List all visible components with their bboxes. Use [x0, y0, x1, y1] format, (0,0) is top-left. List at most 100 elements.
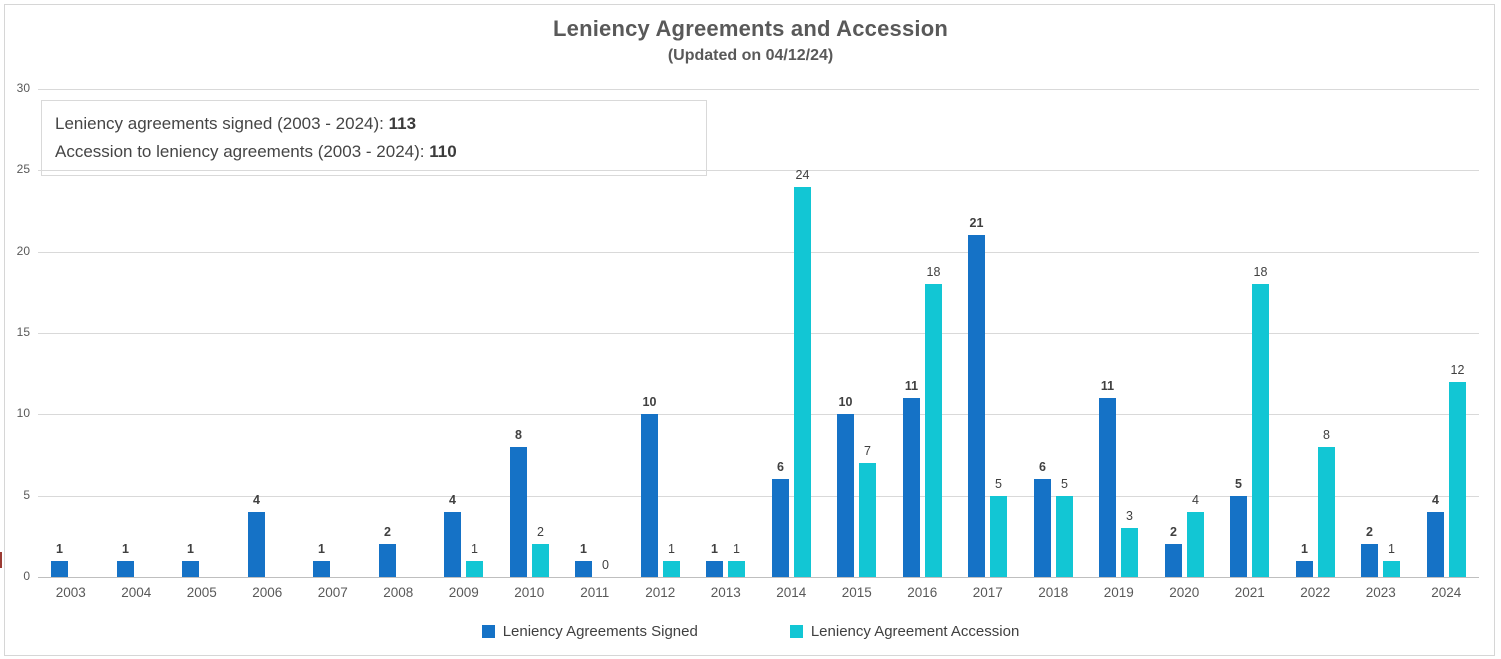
data-label-signed-2012: 10	[642, 395, 657, 409]
data-label-signed-2004: 1	[122, 542, 129, 556]
bar-signed-2015	[837, 414, 854, 577]
gridline-15	[38, 333, 1479, 334]
chart-subtitle: (Updated on 04/12/24)	[667, 47, 834, 64]
bar-signed-2019	[1099, 398, 1116, 577]
bar-signed-2014	[772, 479, 789, 577]
legend: Leniency Agreements Signed Leniency Agree…	[0, 620, 1501, 642]
x-axis-tick-2021: 2021	[1234, 585, 1265, 600]
data-label-signed-2007: 1	[318, 542, 325, 556]
data-label-signed-2018: 6	[1039, 460, 1046, 474]
bar-signed-2006	[248, 512, 265, 577]
data-label-signed-2009: 4	[449, 493, 456, 507]
x-axis-tick-2007: 2007	[317, 585, 348, 600]
y-axis-tick-30: 30	[16, 81, 30, 95]
bar-accession-2022	[1318, 447, 1335, 577]
summary-line-signed: Leniency agreements signed (2003 - 2024)…	[55, 110, 706, 138]
bar-signed-2017	[968, 235, 985, 577]
bar-accession-2012	[663, 561, 680, 577]
gridline-30	[38, 89, 1479, 90]
data-label-signed-2003: 1	[56, 542, 63, 556]
data-label-signed-2015: 10	[838, 395, 853, 409]
bar-signed-2016	[903, 398, 920, 577]
x-axis-tick-2009: 2009	[448, 585, 479, 600]
x-axis-tick-2013: 2013	[710, 585, 741, 600]
data-label-signed-2005: 1	[187, 542, 194, 556]
x-axis-line	[38, 577, 1479, 578]
x-axis-tick-2018: 2018	[1038, 585, 1069, 600]
data-label-signed-2016: 11	[904, 379, 919, 393]
bar-signed-2020	[1165, 544, 1182, 577]
legend-swatch-icon	[789, 624, 803, 638]
data-label-accession-2022: 8	[1323, 428, 1330, 442]
data-label-signed-2022: 1	[1301, 542, 1308, 556]
data-label-signed-2014: 6	[777, 460, 784, 474]
x-axis-tick-2011: 2011	[580, 585, 610, 600]
data-label-accession-2023: 1	[1388, 542, 1395, 556]
y-axis-tick-20: 20	[16, 244, 30, 258]
x-axis-tick-2006: 2006	[252, 585, 283, 600]
bar-signed-2022	[1296, 561, 1313, 577]
data-label-signed-2010: 8	[515, 428, 522, 442]
chart-title: Leniency Agreements and Accession	[553, 16, 948, 41]
data-label-signed-2013: 1	[711, 542, 718, 556]
data-label-accession-2016: 18	[926, 265, 941, 279]
summary-line-accession: Accession to leniency agreements (2003 -…	[55, 138, 706, 166]
bar-accession-2009	[466, 561, 483, 577]
y-axis-tick-15: 15	[16, 325, 30, 339]
bar-accession-2016	[925, 284, 942, 577]
bar-signed-2005	[182, 561, 199, 577]
data-label-accession-2014: 24	[795, 168, 810, 182]
data-label-signed-2021: 5	[1235, 477, 1242, 491]
data-label-accession-2018: 5	[1061, 477, 1068, 491]
bar-signed-2011	[575, 561, 592, 577]
summary-line-signed-value: 113	[388, 114, 417, 133]
data-label-accession-2020: 4	[1192, 493, 1199, 507]
data-label-signed-2006: 4	[253, 493, 260, 507]
data-label-signed-2008: 2	[384, 525, 391, 539]
bar-accession-2024	[1449, 382, 1466, 577]
data-label-accession-2012: 1	[668, 542, 675, 556]
data-label-accession-2019: 3	[1126, 509, 1133, 523]
bar-accession-2013	[728, 561, 745, 577]
x-axis-tick-2017: 2017	[972, 585, 1003, 600]
data-label-signed-2024: 4	[1432, 493, 1439, 507]
legend-label: Leniency Agreements Signed	[502, 622, 698, 640]
bar-signed-2013	[706, 561, 723, 577]
gridline-10	[38, 414, 1479, 415]
y-axis-tick-0: 0	[23, 569, 30, 583]
data-label-signed-2017: 21	[969, 216, 984, 230]
data-label-signed-2023: 2	[1366, 525, 1373, 539]
gridline-25	[38, 170, 1479, 171]
bar-signed-2003	[51, 561, 68, 577]
data-label-accession-2013: 1	[733, 542, 740, 556]
y-axis-tick-5: 5	[23, 488, 30, 502]
summary-line-signed-label: Leniency agreements signed (2003 - 2024)…	[55, 114, 389, 133]
x-axis-tick-2022: 2022	[1300, 585, 1331, 600]
data-label-signed-2020: 2	[1170, 525, 1177, 539]
legend-item-signed: Leniency Agreements Signed	[481, 622, 698, 640]
summary-line-accession-value: 110	[429, 142, 457, 161]
x-axis-tick-2003: 2003	[55, 585, 86, 600]
legend-swatch-icon	[481, 624, 495, 638]
y-axis-tick-25: 25	[16, 162, 30, 176]
data-label-signed-2011: 1	[580, 542, 587, 556]
x-axis-tick-2023: 2023	[1365, 585, 1396, 600]
data-label-accession-2015: 7	[864, 444, 871, 458]
legend-item-accession: Leniency Agreement Accession	[789, 623, 1019, 640]
bar-signed-2018	[1034, 479, 1051, 577]
x-axis-tick-2005: 2005	[186, 585, 217, 600]
bar-signed-2007	[313, 561, 330, 577]
bar-accession-2018	[1056, 496, 1073, 577]
summary-line-accession-label: Accession to leniency agreements (2003 -…	[55, 142, 430, 161]
data-label-accession-2021: 18	[1253, 265, 1268, 279]
bar-signed-2010	[510, 447, 527, 577]
left-edge-artifact	[0, 552, 2, 568]
data-label-accession-2017: 5	[995, 477, 1002, 491]
bar-accession-2020	[1187, 512, 1204, 577]
gridline-5	[38, 496, 1479, 497]
x-axis-tick-2024: 2024	[1431, 585, 1462, 600]
bar-accession-2010	[532, 544, 549, 577]
bar-signed-2024	[1427, 512, 1444, 577]
x-axis-tick-2012: 2012	[645, 585, 676, 600]
